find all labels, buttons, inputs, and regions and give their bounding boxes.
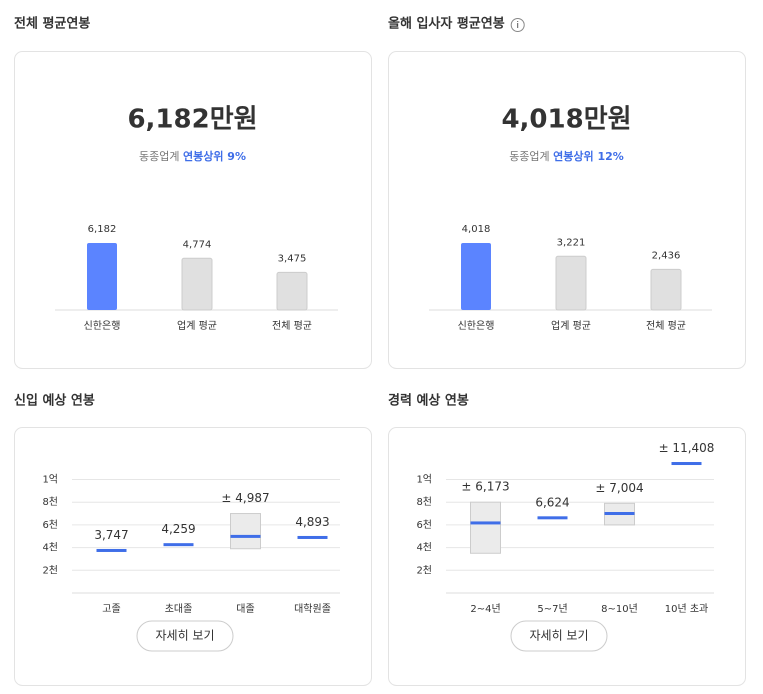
headline: 4,018만원 bbox=[501, 105, 631, 135]
bar bbox=[181, 257, 213, 311]
highlight: 연봉상위 12% bbox=[553, 149, 624, 163]
value-label: 4,259 bbox=[161, 522, 195, 536]
category-label: 10년 초과 bbox=[665, 603, 709, 615]
rank-note: 동종업계 연봉상위 9% bbox=[139, 149, 246, 163]
value-label: 3,221 bbox=[557, 237, 586, 248]
value-marker bbox=[604, 512, 635, 516]
y-tick-label: 1억 bbox=[42, 474, 58, 486]
button-frame bbox=[510, 620, 608, 652]
value-label: 4,018 bbox=[462, 224, 491, 235]
category-label: 전체 평균 bbox=[646, 320, 686, 332]
category-label: 대졸 bbox=[236, 603, 254, 615]
bar bbox=[555, 255, 587, 311]
card-frame bbox=[388, 427, 746, 686]
category-label: 고졸 bbox=[102, 603, 120, 615]
category-label: 업계 평균 bbox=[551, 319, 591, 332]
detail-button[interactable]: 자세히 보기 bbox=[136, 620, 234, 652]
category-label: 신한은행 bbox=[84, 320, 121, 332]
category-label: 8~10년 bbox=[601, 603, 638, 615]
value-marker bbox=[96, 548, 127, 552]
value-marker bbox=[470, 521, 501, 525]
detail-button[interactable]: 자세히 보기 bbox=[510, 620, 608, 652]
value-marker bbox=[537, 516, 568, 520]
value-label: 3,747 bbox=[94, 528, 128, 542]
value-label: ± 7,004 bbox=[595, 481, 643, 495]
category-label: 2~4년 bbox=[470, 603, 500, 615]
y-tick-label: 2천 bbox=[416, 564, 432, 576]
value-label: 4,774 bbox=[183, 239, 212, 250]
range-box bbox=[230, 513, 261, 550]
category-label: 대학원졸 bbox=[294, 603, 331, 615]
section-title: 경력 예상 연봉 bbox=[388, 393, 469, 409]
value-marker bbox=[297, 535, 328, 539]
info-icon[interactable] bbox=[510, 18, 525, 32]
y-tick-label: 4천 bbox=[42, 542, 58, 554]
bar bbox=[461, 243, 491, 310]
category-label: 초대졸 bbox=[165, 603, 193, 615]
rank-note: 동종업계 연봉상위 12% bbox=[509, 149, 624, 163]
section-title: 신입 예상 연봉 bbox=[14, 393, 95, 409]
value-marker bbox=[230, 534, 261, 538]
value-label: ± 6,173 bbox=[461, 480, 509, 494]
y-tick-label: 6천 bbox=[42, 519, 58, 531]
y-tick-label: 4천 bbox=[416, 542, 432, 554]
y-tick-label: 2천 bbox=[42, 564, 58, 576]
card: 1억 8천 6천 4천 2천 3,747 고졸 4,259 초대졸 ± 4,987 대졸 4,893 대… bbox=[42, 474, 340, 652]
range-box bbox=[470, 501, 501, 554]
headline: 6,182만원 bbox=[127, 105, 257, 135]
section-title: 올해 입사자 평균연봉 bbox=[388, 16, 505, 32]
value-label: 2,436 bbox=[652, 250, 681, 261]
y-tick-label: 6천 bbox=[416, 519, 432, 531]
note: 동종업계 bbox=[139, 150, 179, 163]
bar bbox=[276, 271, 308, 311]
value-label: 4,893 bbox=[295, 515, 329, 529]
section-title: 전체 평균연봉 bbox=[14, 16, 90, 32]
y-tick-label: 8천 bbox=[416, 496, 432, 508]
value-label: ± 11,408 bbox=[659, 441, 715, 455]
value-label: ± 4,987 bbox=[221, 491, 269, 505]
y-tick-label: 8천 bbox=[42, 496, 58, 508]
value-label: 6,624 bbox=[535, 495, 569, 509]
category-label: 5~7년 bbox=[537, 603, 567, 615]
bar bbox=[650, 268, 682, 311]
button-frame bbox=[136, 620, 234, 652]
highlight: 연봉상위 9% bbox=[183, 149, 246, 163]
value-marker bbox=[671, 462, 702, 466]
value-marker bbox=[163, 543, 194, 547]
value-label: 3,475 bbox=[278, 253, 307, 264]
y-tick-label: 1억 bbox=[416, 474, 432, 486]
card-frame bbox=[14, 427, 372, 686]
button-label[interactable]: 자세히 보기 bbox=[155, 629, 214, 643]
button-label[interactable]: 자세히 보기 bbox=[529, 629, 588, 643]
card: 1억 8천 6천 4천 2천 ± 6,173 2~4년 6,624 5~7년 ± 7,004 8~1… bbox=[416, 441, 715, 652]
info-glyph[interactable]: i bbox=[516, 21, 519, 31]
category-label: 업계 평균 bbox=[177, 319, 217, 332]
value-label: 6,182 bbox=[88, 224, 117, 235]
category-label: 신한은행 bbox=[458, 320, 495, 332]
note: 동종업계 bbox=[509, 150, 549, 163]
bar bbox=[87, 243, 117, 310]
category-label: 전체 평균 bbox=[272, 320, 312, 332]
